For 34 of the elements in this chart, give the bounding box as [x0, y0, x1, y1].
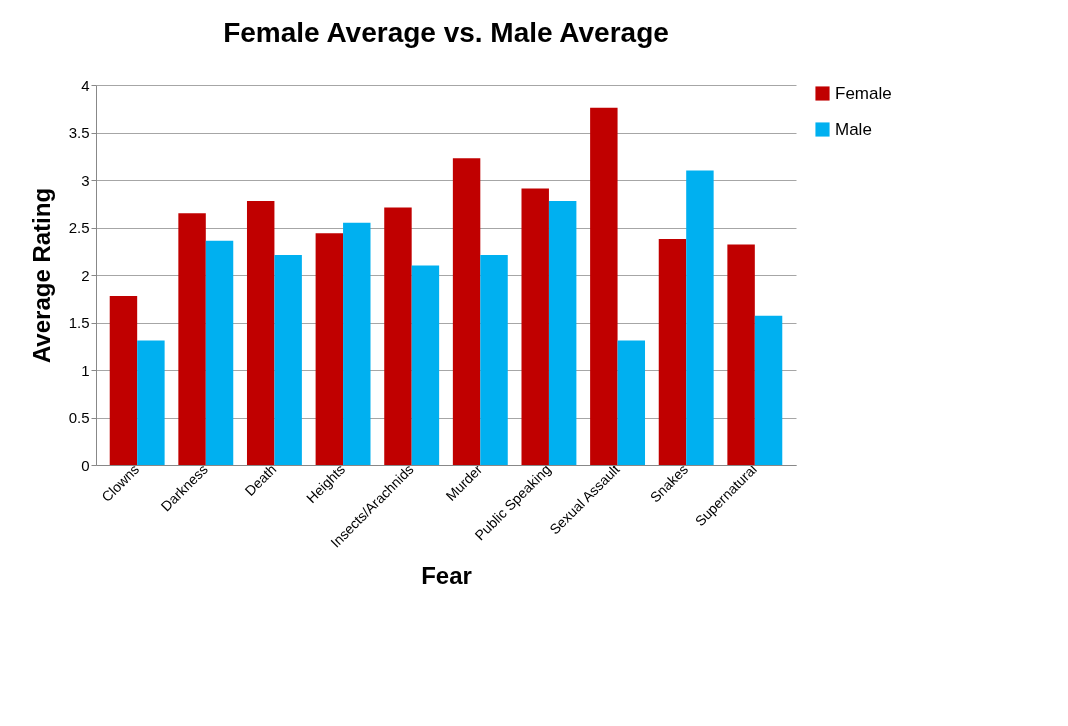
bar [658, 238, 687, 465]
y-tick-label: 1 [81, 361, 90, 379]
legend-label: Male [835, 119, 872, 139]
bar [452, 158, 481, 465]
y-tick-label: 0.5 [68, 409, 90, 426]
y-tick-label: 1.5 [68, 314, 90, 331]
y-tick-label: 2 [81, 266, 90, 284]
y-tick-label: 2.5 [68, 219, 90, 236]
bar [178, 213, 206, 465]
bar [384, 207, 412, 465]
bar [727, 244, 755, 465]
bar [686, 170, 714, 465]
bar [617, 340, 646, 465]
y-tick-label: 0 [81, 456, 90, 474]
bar [137, 340, 165, 465]
legend-label: Female [835, 83, 892, 103]
bar [315, 233, 344, 465]
bar [246, 200, 275, 465]
bar [480, 255, 508, 465]
bar [754, 315, 783, 465]
bar [205, 240, 234, 465]
chart-title: Female Average vs. Male Average [223, 17, 669, 48]
bar [411, 265, 440, 465]
bar [521, 188, 549, 465]
bar [343, 222, 371, 465]
y-tick-label: 3 [81, 171, 90, 189]
y-tick-label: 3.5 [68, 124, 90, 141]
x-axis-title: Fear [421, 561, 472, 589]
bar [590, 107, 618, 465]
bar [274, 255, 302, 465]
y-tick-label: 4 [81, 76, 90, 94]
y-axis-title: Average Rating [27, 187, 55, 364]
bar [109, 295, 138, 465]
bar [548, 200, 577, 465]
